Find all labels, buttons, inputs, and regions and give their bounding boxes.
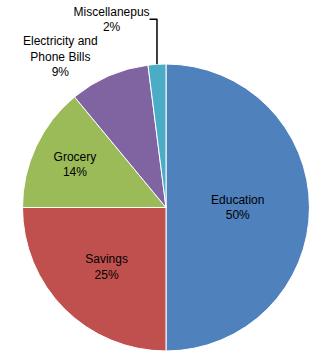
svg-text:Grocery14%: Grocery14% [54,150,97,180]
svg-text:Education50%: Education50% [211,193,264,223]
svg-text:Miscellanepus2%: Miscellanepus2% [74,5,150,35]
svg-text:Electricity andPhone Bills9%: Electricity andPhone Bills9% [23,34,98,79]
svg-text:Savings25%: Savings25% [85,252,128,282]
